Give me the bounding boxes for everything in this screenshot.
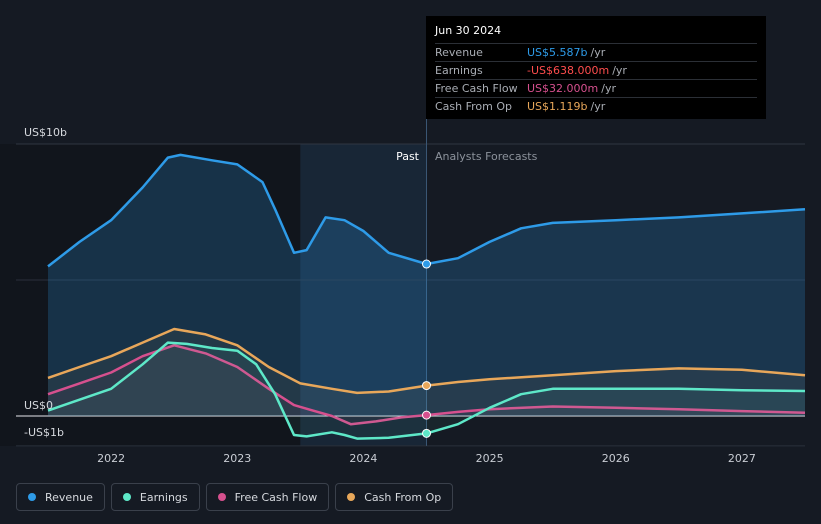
tooltip-value: US$5.587b	[527, 46, 588, 59]
tooltip-unit: /yr	[590, 100, 606, 113]
series-line-revenue	[47, 153, 806, 268]
legend-dot-icon	[28, 493, 36, 501]
chart-background	[0, 144, 427, 446]
tooltip-value: US$32.000m	[527, 82, 599, 95]
x-tick-label: 2022	[97, 452, 125, 465]
tooltip-row-earnings: Earnings -US$638.000m /yr	[435, 61, 757, 79]
x-tick-label: 2025	[476, 452, 504, 465]
forecast-label: Analysts Forecasts	[435, 150, 538, 163]
legend-dot-icon	[122, 493, 131, 501]
marker-group	[422, 259, 431, 438]
series-group	[47, 153, 806, 440]
legend-item-cash-from-op[interactable]: Cash From Op	[335, 483, 454, 511]
legend-item-earnings[interactable]: Earnings	[110, 483, 200, 511]
y-label-zero: US$0	[24, 399, 53, 412]
tooltip-label: Free Cash Flow	[435, 82, 518, 95]
tooltip-row-revenue: Revenue US$5.587b /yr	[435, 43, 757, 61]
tooltip-row-cash-from-op: Cash From Op US$1.119b /yr	[435, 97, 757, 115]
tooltip-row-free-cash-flow: Free Cash Flow US$32.000m /yr	[435, 79, 757, 97]
tooltip-value: US$1.119b	[527, 100, 588, 113]
axis-labels: US$10b US$0 -US$1b Past Analysts Forecas…	[24, 126, 538, 439]
x-tick-label: 2023	[223, 452, 251, 465]
x-tick-label: 2024	[349, 452, 377, 465]
y-label-top: US$10b	[24, 126, 67, 139]
x-tick-label: 2027	[728, 452, 756, 465]
marker-earnings	[422, 428, 431, 438]
legend-item-revenue[interactable]: Revenue	[16, 483, 105, 511]
legend-item-free-cash-flow[interactable]: Free Cash Flow	[205, 483, 330, 511]
highlight-band	[300, 144, 427, 446]
tooltip-date: Jun 30 2024	[435, 24, 502, 37]
tooltip-label: Earnings	[435, 64, 483, 77]
marker-revenue	[422, 259, 431, 269]
marker-free-cash-flow	[422, 410, 431, 420]
legend-label: Revenue	[45, 490, 93, 504]
gridlines	[16, 16, 805, 447]
chart: US$10b US$0 -US$1b Past Analysts Forecas…	[0, 16, 806, 465]
series-area-earnings	[48, 342, 805, 439]
legend-label: Free Cash Flow	[234, 490, 318, 504]
x-axis-ticks: 2022 2023 2024 2025 2026 2027	[97, 452, 756, 465]
tooltip-value: -US$638.000m	[527, 64, 610, 77]
tooltip-unit: /yr	[612, 64, 627, 77]
y-label-bottom: -US$1b	[24, 426, 64, 439]
tooltip-label: Revenue	[435, 46, 483, 59]
legend-label: Cash From Op	[364, 490, 442, 504]
series-area-free-cash-flow	[48, 345, 805, 425]
tooltip-unit: /yr	[601, 82, 616, 95]
tooltip: Jun 30 2024 Revenue US$5.587b /yr Earnin…	[426, 16, 766, 119]
series-line-cash-from-op	[47, 327, 806, 395]
tooltip-label: Cash From Op	[435, 100, 513, 113]
series-line-earnings	[47, 341, 806, 440]
tooltip-unit: /yr	[590, 46, 606, 59]
legend-label: Earnings	[139, 490, 188, 504]
legend-dot-icon	[347, 493, 356, 501]
marker-cash-from-op	[422, 381, 431, 391]
x-tick-label: 2026	[602, 452, 630, 465]
past-label: Past	[396, 150, 420, 163]
legend: Revenue Earnings Free Cash Flow Cash Fro…	[16, 483, 454, 511]
legend-dot-icon	[217, 493, 226, 501]
